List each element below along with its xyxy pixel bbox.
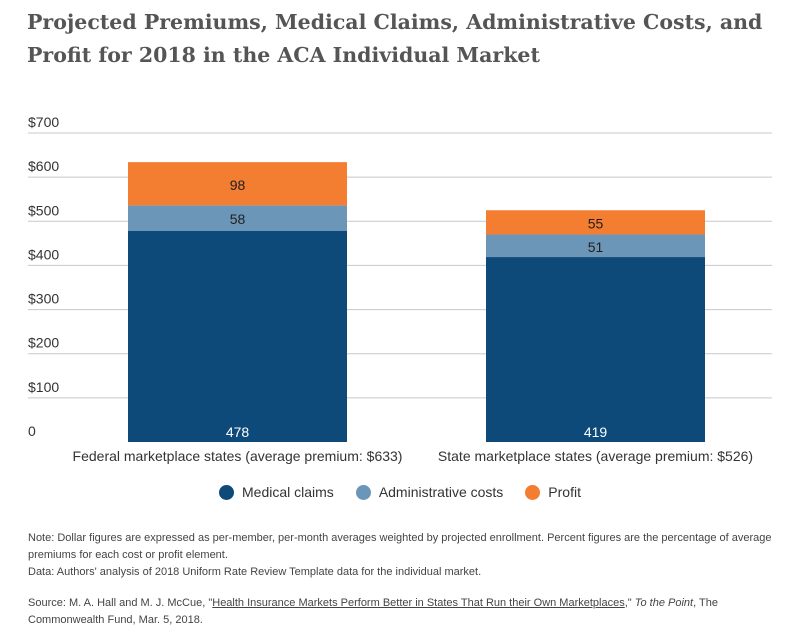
source-publication: To the Point	[634, 597, 694, 609]
legend-item-profit: Profit	[525, 484, 581, 500]
source-link[interactable]: Health Insurance Markets Perform Better …	[212, 597, 625, 609]
y-tick-label: 0	[28, 423, 36, 439]
legend-swatch-medical-claims	[219, 484, 234, 500]
source-prefix: Source: M. A. Hall and M. J. McCue, "	[28, 597, 213, 609]
data-label: 419	[584, 424, 608, 440]
bars: 478 58 98 419 51 55	[128, 162, 705, 442]
bar-administrative-costs	[486, 234, 705, 258]
bar-profit	[128, 162, 347, 206]
x-category-label: Federal marketplace states (average prem…	[73, 448, 403, 464]
legend-label: Administrative costs	[378, 484, 504, 500]
source-text: Source: M. A. Hall and M. J. McCue, "Hea…	[28, 595, 778, 629]
y-tick-label: $100	[28, 379, 59, 395]
source-mid: ,"	[624, 597, 635, 609]
y-tick-label: $700	[28, 114, 59, 130]
data-label: 478	[226, 424, 250, 440]
data-label: 51	[588, 239, 604, 255]
legend: Medical claims Administrative costs Prof…	[0, 484, 800, 500]
y-tick-label: $600	[28, 158, 59, 174]
y-tick-label: $500	[28, 202, 59, 218]
data-text: Data: Authors' analysis of 2018 Uniform …	[28, 566, 482, 578]
y-axis-tick-labels: 0 $100 $200 $300 $400 $500 $600 $700	[28, 114, 59, 439]
data-label: 55	[588, 215, 604, 231]
x-axis-category-labels: Federal marketplace states (average prem…	[73, 448, 754, 464]
legend-label: Medical claims	[242, 484, 334, 500]
bar-administrative-costs	[128, 205, 347, 231]
data-label: 58	[230, 211, 246, 227]
stacked-bar-chart: 0 $100 $200 $300 $400 $500 $600 $700 478 58 98 419…	[28, 114, 772, 464]
notes: Note: Dollar figures are expressed as pe…	[28, 530, 778, 629]
y-tick-label: $300	[28, 291, 59, 307]
bar-medical-claims	[128, 230, 347, 442]
note-text: Note: Dollar figures are expressed as pe…	[28, 532, 772, 561]
data-label: 98	[230, 177, 246, 193]
legend-label: Profit	[548, 484, 581, 500]
legend-item-medical-claims: Medical claims	[219, 484, 334, 500]
legend-swatch-administrative-costs	[355, 484, 371, 500]
legend-item-administrative-costs: Administrative costs	[355, 484, 504, 500]
legend-swatch-profit	[525, 484, 541, 500]
x-category-label: State marketplace states (average premiu…	[438, 448, 753, 464]
chart-title: Projected Premiums, Medical Claims, Admi…	[27, 10, 763, 67]
bar-profit	[486, 210, 705, 235]
y-tick-label: $400	[28, 246, 59, 262]
source-suffix: , The Commonwealth Fund, Mar. 5, 2018.	[28, 597, 718, 626]
y-tick-label: $200	[28, 335, 59, 351]
bar-medical-claims	[486, 257, 705, 442]
